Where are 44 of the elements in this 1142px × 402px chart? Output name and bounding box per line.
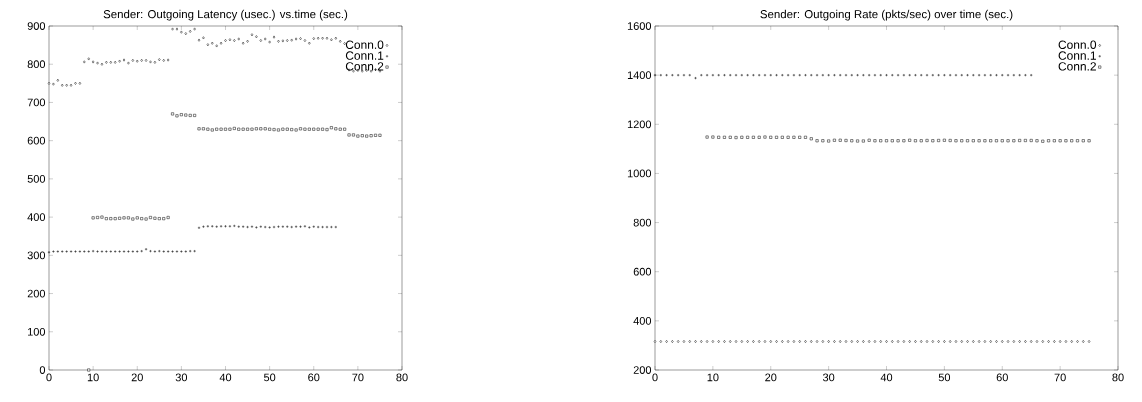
y-tick-label: 0 (39, 366, 46, 374)
x-tick-label: 80 (396, 373, 408, 382)
x-tick-label: 60 (996, 373, 1008, 382)
x-tick-label: 60 (308, 373, 320, 382)
x-tick-label: 10 (87, 373, 99, 382)
y-tick-label: 600 (27, 136, 46, 145)
x-tick-label: 40 (880, 373, 893, 382)
x-tick-label: 20 (765, 373, 777, 382)
y-tick-label: 400 (633, 316, 652, 325)
y-tick-label: 200 (27, 289, 46, 298)
y-tick-label: 200 (633, 366, 652, 374)
y-tick-label: 800 (27, 60, 46, 69)
x-tick-label: 70 (352, 373, 364, 382)
y-tick-label: 1400 (627, 71, 652, 80)
y-tick-label: 500 (27, 175, 46, 183)
y-tick-label: 1600 (627, 22, 652, 30)
chart-title: Sender: Outgoing Latency (usec.) vs.time (sec.) (103, 9, 348, 21)
y-tick-label: 100 (28, 327, 46, 336)
y-tick-label: 800 (633, 218, 652, 227)
chart-title: Sender: Outgoing Rate (pkts/sec) over time (sec.) (760, 9, 1013, 21)
y-tick-label: 1200 (627, 120, 652, 129)
x-tick-label: 30 (822, 373, 835, 382)
legend-label: Conn.0 (1058, 40, 1097, 49)
legend-label: Conn.2 (1058, 62, 1096, 71)
x-tick-label: 70 (1054, 373, 1066, 382)
x-tick-label: 0 (652, 373, 658, 382)
y-tick-label: 400 (27, 213, 46, 221)
y-tick-label: 1000 (627, 169, 652, 178)
x-tick-label: 0 (46, 373, 52, 382)
x-tick-label: 50 (263, 373, 276, 382)
y-tick-label: 300 (27, 251, 46, 260)
y-tick-label: 600 (633, 267, 652, 276)
x-tick-label: 40 (219, 373, 232, 382)
x-tick-label: 50 (938, 373, 951, 382)
legend-label: Conn.1 (345, 51, 384, 60)
legend-label: Conn.1 (1058, 51, 1096, 60)
y-tick-label: 700 (27, 98, 46, 107)
legend-label: Conn.0 (345, 40, 384, 49)
x-tick-label: 20 (131, 373, 143, 382)
x-tick-label: 30 (175, 373, 188, 382)
x-tick-label: 80 (1112, 373, 1124, 382)
legend-label: Conn.2 (345, 62, 384, 71)
x-tick-label: 10 (707, 373, 719, 382)
y-tick-label: 900 (27, 22, 46, 30)
